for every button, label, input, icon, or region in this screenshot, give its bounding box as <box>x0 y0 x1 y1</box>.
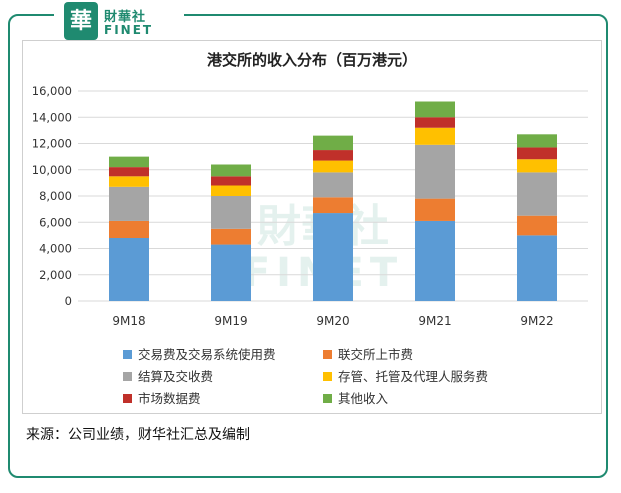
y-tick-label: 14,000 <box>32 110 72 124</box>
y-tick-label: 4,000 <box>39 242 72 256</box>
x-tick-label: 9M18 <box>112 314 145 328</box>
bar-segment <box>109 156 149 168</box>
source-note: 来源：公司业绩，财华社汇总及编制 <box>26 427 250 443</box>
chart-title: 港交所的收入分布（百万港元） <box>206 51 417 69</box>
bar-segment <box>415 127 455 145</box>
finet-logo: 華 財華社 FINET <box>54 2 184 40</box>
legend-swatch <box>123 394 132 403</box>
bar-segment <box>415 117 455 128</box>
bar-segment <box>313 160 353 173</box>
bar-segment <box>211 228 251 245</box>
bar-segment <box>313 150 353 161</box>
bar-segment <box>415 198 455 221</box>
legend-item: 其他收入 <box>323 388 388 407</box>
legend-swatch <box>123 350 132 359</box>
logo-chinese-text: 財華社 <box>104 10 147 25</box>
bar-segment <box>517 159 557 173</box>
bar-segment <box>109 186 149 221</box>
legend-label: 联交所上市费 <box>338 347 414 362</box>
legend-item: 市场数据费 <box>123 388 201 407</box>
bar-segment <box>313 213 353 301</box>
y-tick-label: 6,000 <box>39 215 72 229</box>
bar-segment <box>211 164 251 177</box>
bar-segment <box>517 147 557 160</box>
y-tick-label: 16,000 <box>32 84 72 98</box>
legend-item: 交易费及交易系统使用费 <box>123 344 276 363</box>
y-tick-label: 8,000 <box>39 189 72 203</box>
legend-label: 结算及交收费 <box>138 369 214 384</box>
bar-segment <box>313 135 353 151</box>
legend-label: 其他收入 <box>338 391 389 406</box>
y-tick-label: 0 <box>65 294 72 308</box>
x-tick-label: 9M19 <box>214 314 247 328</box>
bar-segment <box>517 235 557 301</box>
legend-swatch <box>323 350 332 359</box>
bar-segment <box>211 244 251 301</box>
y-tick-label: 10,000 <box>32 163 72 177</box>
bar-segment <box>109 167 149 177</box>
legend-label: 存管、托管及代理人服务费 <box>338 369 489 384</box>
legend-swatch <box>123 372 132 381</box>
bar-segment <box>211 176 251 186</box>
x-tick-label: 9M22 <box>520 314 553 328</box>
logo-english-text: FINET <box>104 23 154 37</box>
bar-segment <box>517 134 557 148</box>
legend-item: 结算及交收费 <box>123 366 213 385</box>
bar-segment <box>313 172 353 198</box>
bar-segment <box>109 176 149 187</box>
bar-segment <box>415 220 455 301</box>
chart-container: 港交所的收入分布（百万港元） 財華社FINET02,0004,0006,0008… <box>22 40 602 414</box>
bar-segment <box>517 172 557 216</box>
logo-mark: 華 <box>64 2 98 40</box>
legend-swatch <box>323 394 332 403</box>
bar-segment <box>211 196 251 229</box>
chart-plot: 財華社FINET02,0004,0006,0008,00010,00012,00… <box>32 84 588 328</box>
legend-label: 交易费及交易系统使用费 <box>138 347 276 362</box>
y-tick-label: 12,000 <box>32 137 72 151</box>
bar-segment <box>109 238 149 301</box>
legend-swatch <box>323 372 332 381</box>
legend-item: 联交所上市费 <box>323 344 413 363</box>
bar-segment <box>109 220 149 238</box>
x-tick-label: 9M21 <box>418 314 451 328</box>
x-tick-label: 9M20 <box>316 314 349 328</box>
bar-segment <box>313 197 353 214</box>
legend-item: 存管、托管及代理人服务费 <box>323 366 488 385</box>
bar-segment <box>415 144 455 199</box>
y-tick-label: 2,000 <box>39 268 72 282</box>
bar-segment <box>211 185 251 196</box>
legend-label: 市场数据费 <box>138 391 201 406</box>
bar-segment <box>517 215 557 236</box>
bar-segment <box>415 101 455 118</box>
